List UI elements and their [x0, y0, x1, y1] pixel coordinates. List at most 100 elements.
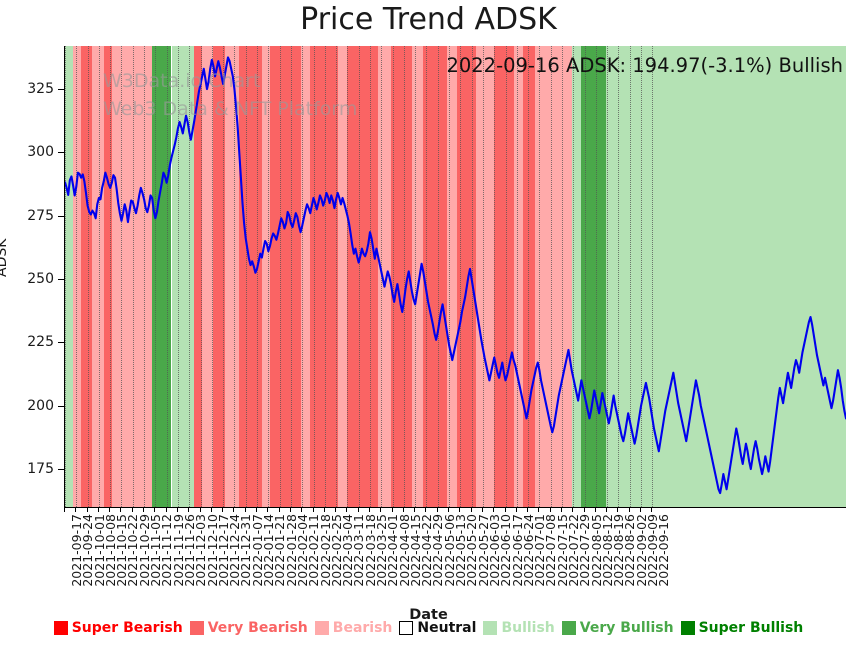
- legend-item[interactable]: Bearish: [314, 620, 393, 636]
- gridline: [641, 46, 643, 507]
- signal-band-bearish: [411, 46, 424, 507]
- x-tick-mark: [143, 507, 145, 512]
- signal-band-bearish: [111, 46, 153, 507]
- gridline: [110, 46, 112, 507]
- gridline: [279, 46, 281, 507]
- gridline: [290, 46, 292, 507]
- x-tick-mark: [549, 507, 551, 512]
- legend-item[interactable]: Neutral: [399, 620, 476, 636]
- legend-item[interactable]: Very Bullish: [561, 620, 674, 636]
- gridline: [223, 46, 225, 507]
- y-tick-label: 275: [27, 207, 54, 224]
- gridline: [449, 46, 451, 507]
- legend-swatch-icon: [561, 621, 576, 635]
- legend-swatch-icon: [53, 621, 68, 635]
- gridline: [460, 46, 462, 507]
- x-tick-mark: [222, 507, 224, 512]
- legend-item[interactable]: Very Bearish: [189, 620, 308, 636]
- legend-item[interactable]: Bullish: [483, 620, 555, 636]
- gridline: [132, 46, 134, 507]
- gridline: [200, 46, 202, 507]
- gridline: [426, 46, 428, 507]
- gridline: [313, 46, 315, 507]
- gridline: [189, 46, 191, 507]
- gridline: [347, 46, 349, 507]
- gridline: [336, 46, 338, 507]
- signal-band-very_bearish: [347, 46, 379, 507]
- x-tick-mark: [651, 507, 653, 512]
- y-tick-label: 200: [27, 397, 54, 414]
- signal-band-very_bearish: [310, 46, 338, 507]
- gridline: [155, 46, 157, 507]
- gridline: [562, 46, 563, 507]
- x-tick-mark: [176, 507, 178, 512]
- y-tick-mark: [58, 215, 64, 217]
- legend-label: Very Bearish: [207, 620, 308, 636]
- gridline: [618, 46, 620, 507]
- x-tick-mark: [380, 507, 382, 512]
- x-tick-mark: [199, 507, 201, 512]
- y-tick-label: 300: [27, 144, 54, 161]
- x-tick-mark: [323, 507, 325, 512]
- gridline: [652, 46, 654, 507]
- x-tick-mark: [436, 507, 438, 512]
- signal-band-bearish: [476, 46, 495, 507]
- x-tick-mark: [606, 507, 608, 512]
- x-tick-mark: [278, 507, 280, 512]
- price-line-path: [65, 56, 846, 495]
- gridline: [257, 46, 259, 507]
- signal-band-bearish: [224, 46, 240, 507]
- plot-area[interactable]: W3Data.io Chart Web3 Data & NFT Platform …: [64, 46, 846, 508]
- x-tick-mark: [515, 507, 517, 512]
- legend-item[interactable]: Super Bearish: [53, 620, 183, 636]
- gridline: [65, 46, 66, 507]
- gridline: [268, 46, 270, 507]
- x-tick-mark: [414, 507, 416, 512]
- gridline: [87, 46, 89, 507]
- gridline: [234, 46, 236, 507]
- x-tick-mark: [628, 507, 630, 512]
- x-tick-mark: [154, 507, 156, 512]
- legend-label: Bearish: [332, 620, 393, 636]
- y-tick-mark: [58, 469, 64, 470]
- gridline: [528, 46, 530, 507]
- signal-band-bullish: [65, 46, 74, 507]
- gridline: [595, 46, 597, 507]
- gridline: [539, 46, 541, 507]
- x-tick-mark: [267, 507, 269, 512]
- signal-band-very_bearish: [194, 46, 203, 507]
- y-tick-mark: [58, 405, 64, 407]
- gridline: [245, 46, 247, 507]
- x-tick-mark: [481, 507, 483, 512]
- x-tick-mark: [572, 507, 574, 512]
- x-tick-mark: [86, 507, 88, 512]
- gridline: [403, 46, 405, 507]
- y-tick-mark: [58, 89, 64, 91]
- gridline: [505, 46, 507, 507]
- gridline: [392, 46, 394, 507]
- gridline: [121, 46, 123, 507]
- gridline: [550, 46, 552, 507]
- signal-band-bearish: [300, 46, 311, 507]
- gridline: [166, 46, 168, 507]
- x-tick-mark: [583, 507, 585, 512]
- x-tick-mark: [448, 507, 450, 512]
- legend-item[interactable]: Super Bullish: [680, 620, 803, 636]
- vertical-gridlines: [65, 46, 846, 507]
- x-tick-mark: [538, 507, 540, 512]
- x-axis-label: Date: [409, 607, 448, 623]
- gridline: [494, 46, 496, 507]
- x-tick-mark: [402, 507, 404, 512]
- gridline: [607, 46, 609, 507]
- gridline: [76, 46, 78, 507]
- x-tick-mark: [312, 507, 314, 512]
- gridline: [629, 46, 631, 507]
- gridline: [211, 46, 213, 507]
- x-tick-mark: [425, 507, 427, 512]
- x-tick-mark: [75, 507, 77, 512]
- x-tick-mark: [368, 507, 370, 512]
- x-tick-mark: [97, 507, 99, 512]
- gridline: [516, 46, 518, 507]
- x-tick-mark: [459, 507, 461, 512]
